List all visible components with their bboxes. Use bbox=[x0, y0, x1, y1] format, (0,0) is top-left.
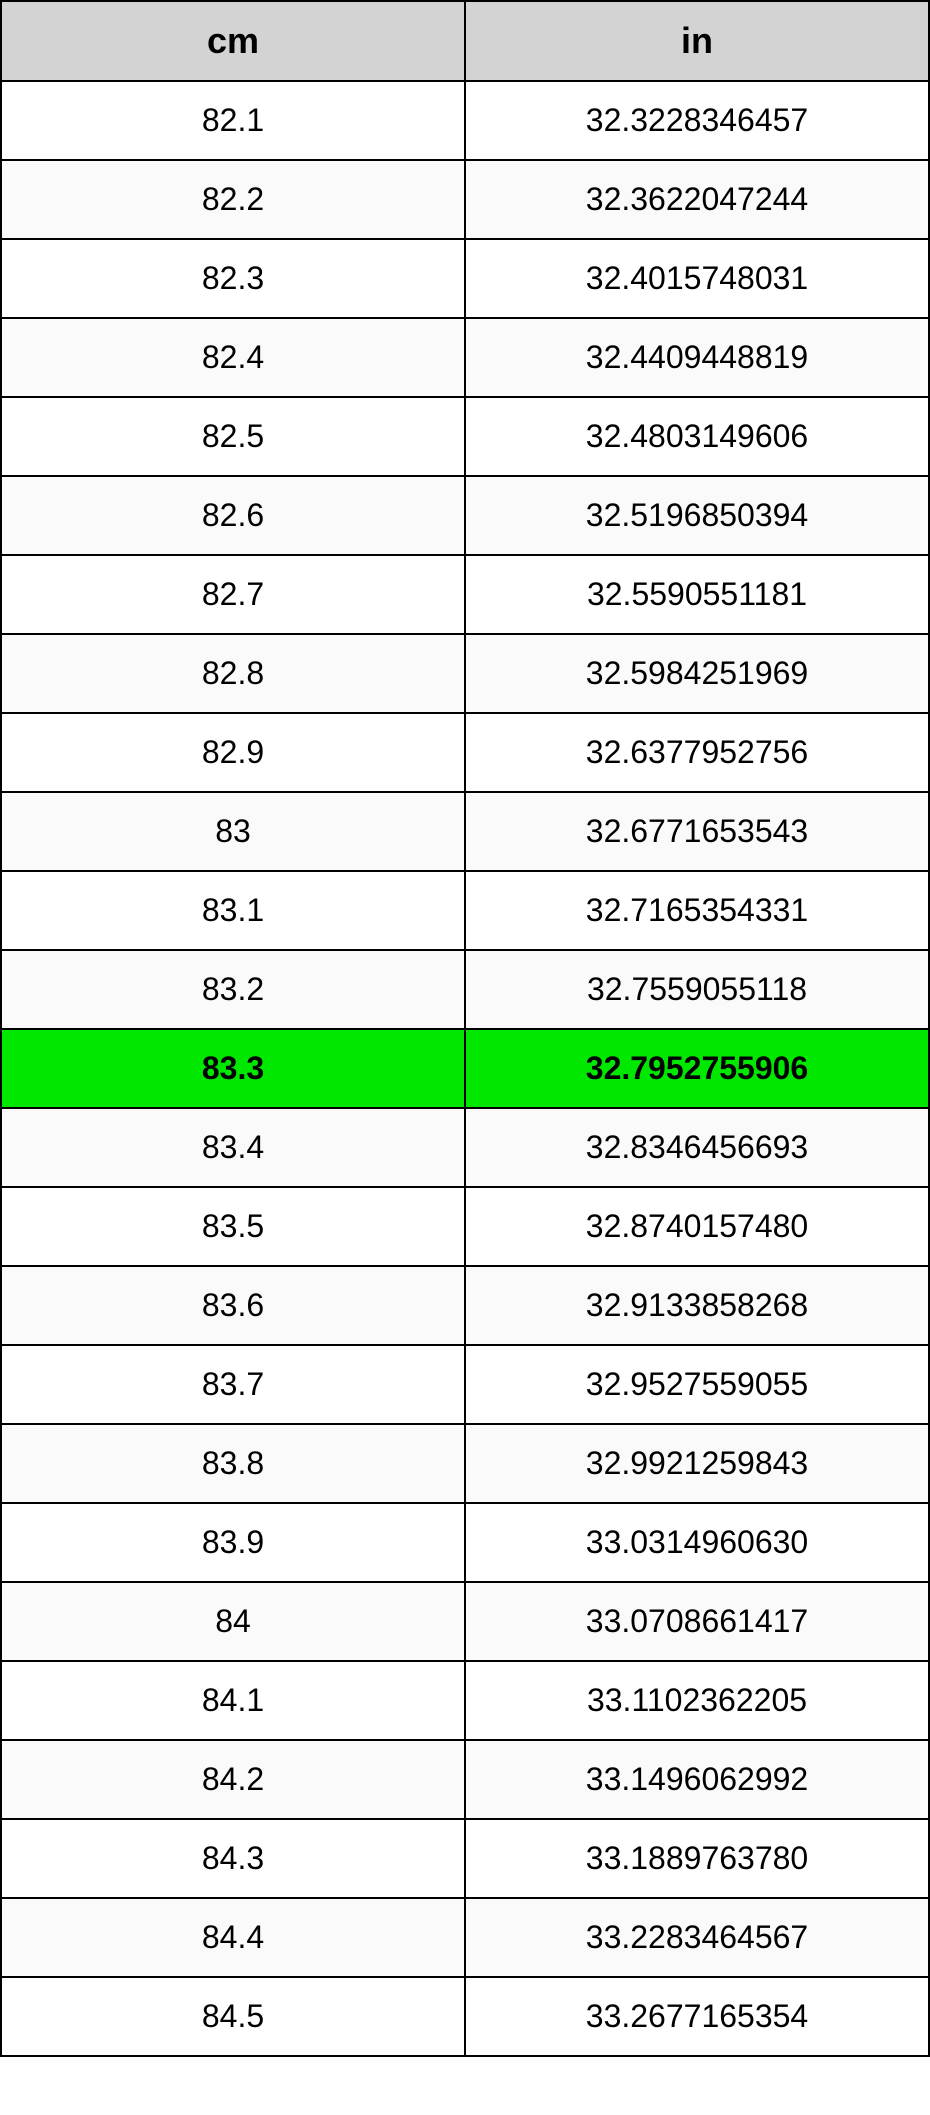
table-row: 84.233.1496062992 bbox=[1, 1740, 929, 1819]
table-row: 82.732.5590551181 bbox=[1, 555, 929, 634]
cell-in: 32.4015748031 bbox=[465, 239, 929, 318]
cell-cm: 84.5 bbox=[1, 1977, 465, 2056]
table-row: 83.732.9527559055 bbox=[1, 1345, 929, 1424]
cell-in: 32.4803149606 bbox=[465, 397, 929, 476]
header-row: cm in bbox=[1, 1, 929, 81]
cell-in: 32.6377952756 bbox=[465, 713, 929, 792]
cell-in: 32.5984251969 bbox=[465, 634, 929, 713]
column-header-cm: cm bbox=[1, 1, 465, 81]
cell-cm: 83.1 bbox=[1, 871, 465, 950]
cell-cm: 83.8 bbox=[1, 1424, 465, 1503]
cell-cm: 83.9 bbox=[1, 1503, 465, 1582]
table-row: 82.332.4015748031 bbox=[1, 239, 929, 318]
cell-in: 32.9527559055 bbox=[465, 1345, 929, 1424]
cell-in: 33.2677165354 bbox=[465, 1977, 929, 2056]
cell-in: 32.7559055118 bbox=[465, 950, 929, 1029]
cell-in: 32.7165354331 bbox=[465, 871, 929, 950]
table-body: 82.132.322834645782.232.362204724482.332… bbox=[1, 81, 929, 2056]
table-row: 82.132.3228346457 bbox=[1, 81, 929, 160]
cell-cm: 82.6 bbox=[1, 476, 465, 555]
cell-cm: 83.3 bbox=[1, 1029, 465, 1108]
table-row: 82.432.4409448819 bbox=[1, 318, 929, 397]
cell-in: 32.6771653543 bbox=[465, 792, 929, 871]
cell-in: 32.3622047244 bbox=[465, 160, 929, 239]
cell-cm: 82.7 bbox=[1, 555, 465, 634]
cell-in: 32.8740157480 bbox=[465, 1187, 929, 1266]
table-row: 83.532.8740157480 bbox=[1, 1187, 929, 1266]
cell-cm: 84.4 bbox=[1, 1898, 465, 1977]
cell-cm: 83.4 bbox=[1, 1108, 465, 1187]
cell-in: 33.1889763780 bbox=[465, 1819, 929, 1898]
cell-cm: 82.2 bbox=[1, 160, 465, 239]
cell-cm: 84.1 bbox=[1, 1661, 465, 1740]
table-row: 82.532.4803149606 bbox=[1, 397, 929, 476]
cell-cm: 84 bbox=[1, 1582, 465, 1661]
cell-cm: 83.5 bbox=[1, 1187, 465, 1266]
cell-cm: 84.3 bbox=[1, 1819, 465, 1898]
cell-in: 32.5590551181 bbox=[465, 555, 929, 634]
cell-in: 32.8346456693 bbox=[465, 1108, 929, 1187]
table-row: 82.232.3622047244 bbox=[1, 160, 929, 239]
cell-cm: 82.4 bbox=[1, 318, 465, 397]
cell-in: 32.9133858268 bbox=[465, 1266, 929, 1345]
table-row: 83.132.7165354331 bbox=[1, 871, 929, 950]
cell-cm: 83 bbox=[1, 792, 465, 871]
table-row: 83.832.9921259843 bbox=[1, 1424, 929, 1503]
table-row: 83.332.7952755906 bbox=[1, 1029, 929, 1108]
cell-cm: 82.9 bbox=[1, 713, 465, 792]
cell-in: 32.3228346457 bbox=[465, 81, 929, 160]
table-row: 84.433.2283464567 bbox=[1, 1898, 929, 1977]
cell-in: 32.4409448819 bbox=[465, 318, 929, 397]
table-row: 83.632.9133858268 bbox=[1, 1266, 929, 1345]
table-header: cm in bbox=[1, 1, 929, 81]
cell-in: 32.5196850394 bbox=[465, 476, 929, 555]
cell-cm: 82.5 bbox=[1, 397, 465, 476]
table-row: 84.333.1889763780 bbox=[1, 1819, 929, 1898]
cell-cm: 83.2 bbox=[1, 950, 465, 1029]
cell-in: 32.7952755906 bbox=[465, 1029, 929, 1108]
cell-in: 33.1496062992 bbox=[465, 1740, 929, 1819]
cell-cm: 82.3 bbox=[1, 239, 465, 318]
table-row: 83.232.7559055118 bbox=[1, 950, 929, 1029]
table-row: 83.933.0314960630 bbox=[1, 1503, 929, 1582]
table-row: 84.533.2677165354 bbox=[1, 1977, 929, 2056]
table-row: 82.932.6377952756 bbox=[1, 713, 929, 792]
table-row: 8433.0708661417 bbox=[1, 1582, 929, 1661]
cell-cm: 82.8 bbox=[1, 634, 465, 713]
column-header-in: in bbox=[465, 1, 929, 81]
cell-in: 33.0708661417 bbox=[465, 1582, 929, 1661]
table-row: 83.432.8346456693 bbox=[1, 1108, 929, 1187]
cell-cm: 83.7 bbox=[1, 1345, 465, 1424]
cell-cm: 83.6 bbox=[1, 1266, 465, 1345]
cell-in: 33.2283464567 bbox=[465, 1898, 929, 1977]
cell-in: 33.0314960630 bbox=[465, 1503, 929, 1582]
conversion-table: cm in 82.132.322834645782.232.3622047244… bbox=[0, 0, 930, 2057]
table-row: 82.632.5196850394 bbox=[1, 476, 929, 555]
cell-in: 33.1102362205 bbox=[465, 1661, 929, 1740]
cell-in: 32.9921259843 bbox=[465, 1424, 929, 1503]
table-row: 82.832.5984251969 bbox=[1, 634, 929, 713]
cell-cm: 84.2 bbox=[1, 1740, 465, 1819]
cell-cm: 82.1 bbox=[1, 81, 465, 160]
table-row: 84.133.1102362205 bbox=[1, 1661, 929, 1740]
table-row: 8332.6771653543 bbox=[1, 792, 929, 871]
